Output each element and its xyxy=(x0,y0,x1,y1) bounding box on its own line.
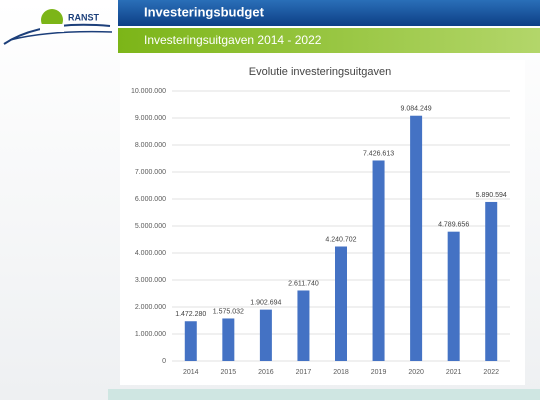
y-tick-label: 5.000.000 xyxy=(135,223,166,230)
data-label: 1.472.280 xyxy=(175,311,206,318)
data-label: 4.240.702 xyxy=(325,236,356,243)
slide-title: Investeringsbudget xyxy=(144,4,265,19)
logo: RANST xyxy=(3,9,113,45)
x-tick-label: 2015 xyxy=(221,369,237,376)
bar xyxy=(184,321,197,361)
data-label: 5.890.594 xyxy=(476,192,507,199)
y-tick-label: 3.000.000 xyxy=(135,277,166,284)
y-tick-label: 10.000.000 xyxy=(131,88,166,95)
y-tick-label: 4.000.000 xyxy=(135,250,166,257)
bar xyxy=(410,115,423,361)
data-label: 2.611.740 xyxy=(288,280,319,287)
y-tick-label: 1.000.000 xyxy=(135,331,166,338)
bar xyxy=(297,290,310,361)
x-tick-label: 2016 xyxy=(258,369,274,376)
bar xyxy=(335,246,347,361)
data-label: 7.426.613 xyxy=(363,150,394,157)
y-tick-label: 9.000.000 xyxy=(135,115,166,122)
x-tick-label: 2017 xyxy=(296,369,312,376)
title-bar xyxy=(118,0,540,26)
slide-subtitle: Investeringsuitgaven 2014 - 2022 xyxy=(144,33,322,47)
data-label: 9.084.249 xyxy=(401,106,432,113)
footer-strip xyxy=(108,389,540,400)
data-label: 1.575.032 xyxy=(213,308,244,315)
bar xyxy=(485,201,498,361)
x-tick-label: 2018 xyxy=(333,369,349,376)
x-tick-label: 2014 xyxy=(183,369,199,376)
x-tick-label: 2021 xyxy=(446,369,462,376)
data-label: 4.789.656 xyxy=(438,222,469,229)
y-tick-label: 2.000.000 xyxy=(135,304,166,311)
x-tick-label: 2019 xyxy=(371,369,387,376)
x-tick-label: 2022 xyxy=(483,369,499,376)
y-tick-label: 7.000.000 xyxy=(135,169,166,176)
bar xyxy=(259,309,272,361)
y-tick-label: 8.000.000 xyxy=(135,142,166,149)
x-tick-label: 2020 xyxy=(408,369,424,376)
data-label: 1.902.694 xyxy=(250,299,281,306)
bar xyxy=(222,318,235,361)
y-tick-label: 6.000.000 xyxy=(135,196,166,203)
bar xyxy=(447,231,460,361)
chart-title: Evolutie investeringsuitgaven xyxy=(249,66,391,78)
y-tick-label: 0 xyxy=(162,358,166,365)
bar xyxy=(372,160,385,361)
subtitle-bar xyxy=(118,28,540,53)
logo-text: RANST xyxy=(68,12,100,22)
